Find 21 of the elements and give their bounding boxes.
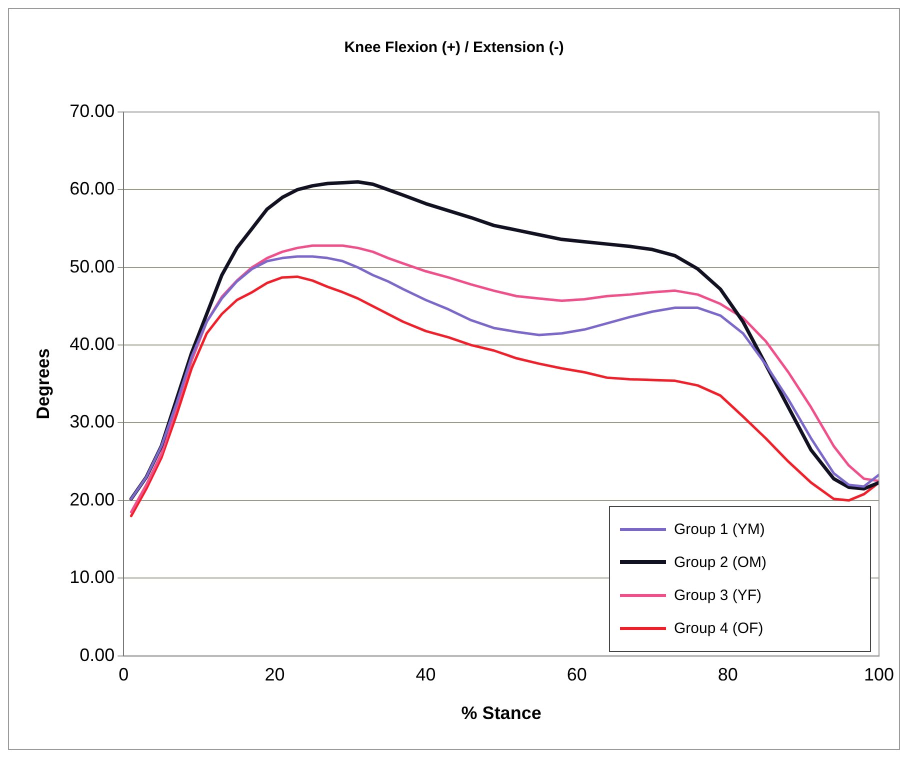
- y-tick-label: 20.00: [70, 489, 115, 510]
- chart-title: Knee Flexion (+) / Extension (-): [344, 39, 564, 56]
- y-axis-title: Degrees: [32, 348, 53, 420]
- y-tick-label: 50.00: [70, 256, 115, 276]
- x-tick-label: 80: [718, 664, 738, 685]
- y-tick-label: 30.00: [70, 412, 115, 432]
- legend-label: Group 4 (OF): [674, 620, 764, 637]
- x-tick-label: 40: [416, 664, 436, 685]
- y-tick-label: 70.00: [70, 100, 115, 121]
- legend-label: Group 3 (YF): [674, 586, 762, 604]
- x-axis-title: % Stance: [461, 703, 542, 724]
- y-tick-label: 60.00: [70, 178, 115, 199]
- y-tick-label: 40.00: [70, 334, 115, 354]
- x-tick-label: 100: [864, 664, 894, 685]
- y-tick-label: 10.00: [70, 567, 115, 588]
- x-tick-label: 60: [566, 664, 587, 685]
- legend-label: Group 1 (YM): [674, 520, 765, 538]
- y-tick-label: 0.00: [80, 644, 115, 665]
- x-tick-label: 0: [118, 664, 129, 685]
- x-tick-label: 20: [264, 664, 285, 685]
- legend-label: Group 2 (OM): [674, 554, 767, 571]
